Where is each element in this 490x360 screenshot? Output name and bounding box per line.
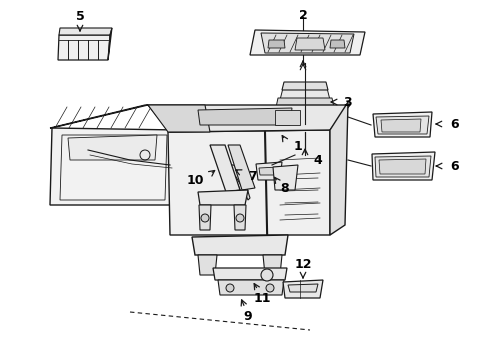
Polygon shape	[271, 108, 339, 122]
Circle shape	[226, 284, 234, 292]
Text: 2: 2	[298, 9, 307, 22]
Circle shape	[201, 214, 209, 222]
Polygon shape	[218, 280, 284, 295]
Polygon shape	[275, 110, 300, 125]
Polygon shape	[375, 156, 431, 177]
Polygon shape	[275, 116, 335, 132]
Polygon shape	[210, 145, 240, 192]
Polygon shape	[273, 165, 298, 190]
Polygon shape	[148, 105, 350, 132]
Polygon shape	[268, 40, 285, 48]
Polygon shape	[372, 152, 435, 180]
Polygon shape	[58, 35, 110, 60]
Polygon shape	[282, 82, 328, 90]
Polygon shape	[68, 135, 157, 160]
Polygon shape	[198, 190, 248, 205]
Polygon shape	[280, 88, 330, 100]
Polygon shape	[379, 159, 426, 174]
Polygon shape	[50, 128, 178, 205]
Polygon shape	[330, 102, 348, 235]
Circle shape	[236, 214, 244, 222]
Polygon shape	[192, 235, 288, 255]
Text: 8: 8	[281, 181, 289, 194]
Polygon shape	[250, 30, 365, 55]
Circle shape	[261, 269, 273, 281]
Polygon shape	[59, 28, 112, 35]
Polygon shape	[261, 33, 354, 53]
Polygon shape	[198, 255, 217, 275]
Polygon shape	[108, 28, 112, 60]
Text: 4: 4	[314, 153, 322, 166]
Polygon shape	[272, 124, 338, 132]
Polygon shape	[275, 98, 335, 112]
Polygon shape	[228, 145, 255, 190]
Polygon shape	[213, 268, 287, 280]
Polygon shape	[259, 167, 279, 175]
Polygon shape	[288, 284, 318, 292]
Polygon shape	[283, 280, 323, 298]
Text: 5: 5	[75, 9, 84, 23]
Text: 6: 6	[451, 159, 459, 172]
Text: 3: 3	[343, 95, 352, 108]
Polygon shape	[198, 108, 292, 125]
Polygon shape	[295, 38, 325, 50]
Text: 11: 11	[253, 292, 271, 305]
Polygon shape	[50, 105, 148, 128]
Text: 10: 10	[186, 174, 204, 186]
Polygon shape	[226, 165, 250, 200]
Text: 1: 1	[294, 140, 302, 153]
Polygon shape	[330, 40, 345, 48]
Circle shape	[266, 284, 274, 292]
Polygon shape	[381, 119, 421, 132]
Polygon shape	[199, 205, 211, 230]
Polygon shape	[376, 116, 429, 134]
Polygon shape	[263, 255, 282, 275]
Polygon shape	[234, 205, 246, 230]
Text: 12: 12	[294, 258, 312, 271]
Text: 7: 7	[247, 170, 256, 183]
Polygon shape	[148, 105, 210, 132]
Text: 6: 6	[451, 117, 459, 131]
Polygon shape	[168, 130, 330, 235]
Polygon shape	[256, 162, 282, 180]
Polygon shape	[218, 165, 242, 198]
Text: 9: 9	[244, 310, 252, 323]
Polygon shape	[373, 112, 432, 137]
